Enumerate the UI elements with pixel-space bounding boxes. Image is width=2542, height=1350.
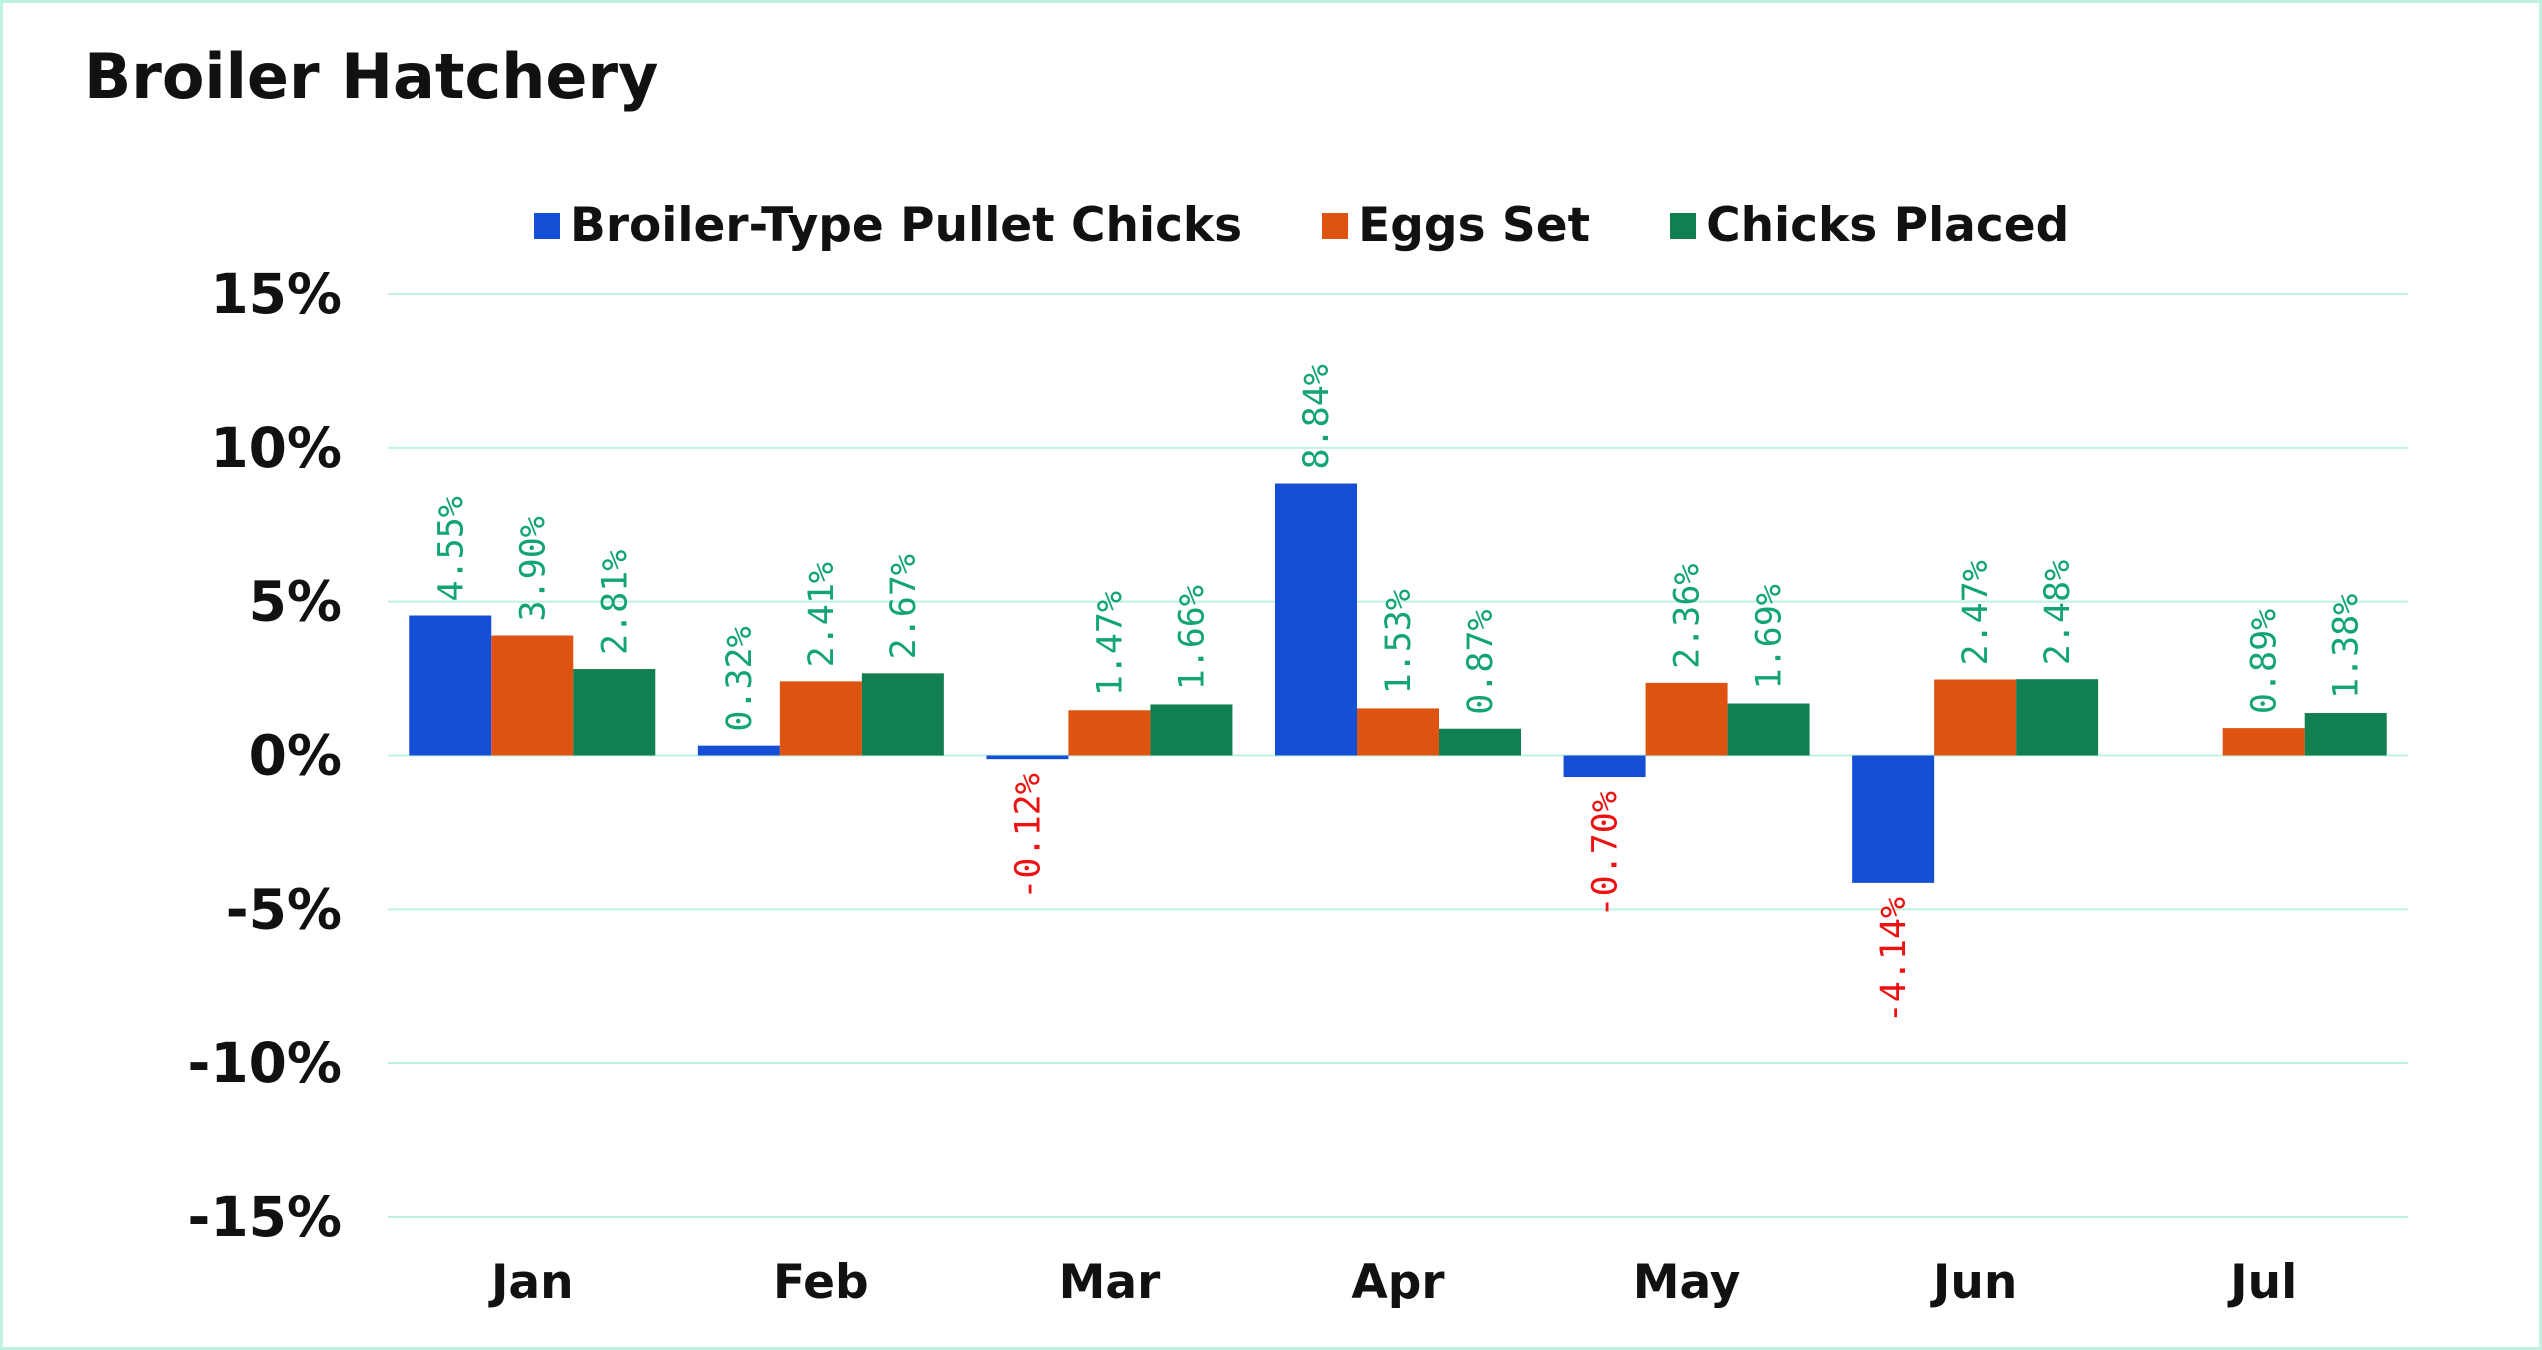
data-label: 2.47% — [1956, 560, 1996, 665]
legend-label-chicks-placed: Chicks Placed — [1706, 198, 2070, 253]
x-tick-label: Feb — [773, 1255, 869, 1310]
data-label: 1.47% — [1090, 591, 1130, 696]
legend: Broiler-Type Pullet Chicks Eggs Set Chic… — [534, 198, 2069, 253]
data-label: 3.90% — [513, 516, 553, 621]
bar — [1563, 755, 1646, 778]
y-tick-label: -10% — [188, 1031, 342, 1095]
legend-swatch-eggs-set — [1322, 212, 1349, 239]
bar — [986, 755, 1069, 760]
data-label: 2.67% — [884, 554, 924, 659]
data-label: 2.48% — [2038, 560, 2078, 665]
bar — [861, 673, 944, 756]
chart-title: Broiler Hatchery — [84, 40, 659, 113]
y-tick-label: -5% — [226, 877, 342, 941]
bar — [1275, 483, 1357, 756]
y-tick-label: 5% — [249, 570, 342, 634]
bar — [1852, 755, 1935, 883]
legend-label-pullet-chicks: Broiler-Type Pullet Chicks — [570, 198, 1243, 253]
data-label: 0.87% — [1461, 609, 1501, 714]
bar — [1150, 704, 1233, 756]
bar — [779, 681, 862, 756]
bar — [1439, 728, 1521, 756]
bar — [1934, 679, 2017, 756]
data-label: 2.81% — [595, 550, 635, 655]
data-label: 0.89% — [2245, 609, 2285, 714]
data-label: 1.53% — [1379, 589, 1419, 694]
bar — [1727, 703, 1810, 756]
x-tick-label: Apr — [1351, 1255, 1445, 1310]
legend-item-pullet-chicks: Broiler-Type Pullet Chicks — [534, 198, 1242, 253]
data-label: 2.41% — [802, 562, 842, 667]
x-tick-label: May — [1633, 1255, 1741, 1310]
bar — [1645, 682, 1728, 756]
bar — [2016, 679, 2099, 756]
data-label: 2.36% — [1668, 564, 1708, 669]
x-tick-label: Jan — [488, 1255, 574, 1310]
bar — [697, 745, 780, 756]
legend-swatch-pullet-chicks — [534, 212, 560, 239]
x-tick-label: Jul — [2227, 1255, 2297, 1310]
data-label: 4.55% — [431, 496, 471, 601]
legend-swatch-chicks-placed — [1670, 212, 1697, 239]
data-label: 1.38% — [2327, 594, 2367, 699]
bar — [2222, 728, 2305, 756]
bar — [573, 669, 656, 756]
legend-item-chicks-placed: Chicks Placed — [1670, 198, 2069, 253]
bar — [2304, 713, 2387, 756]
data-label: 8.84% — [1297, 364, 1337, 469]
bar — [409, 615, 492, 756]
y-tick-label: 0% — [249, 724, 342, 788]
legend-item-eggs-set: Eggs Set — [1322, 198, 1590, 253]
y-tick-label: -15% — [188, 1185, 342, 1249]
data-label: -0.12% — [1008, 773, 1048, 899]
x-tick-label: Mar — [1059, 1255, 1161, 1310]
data-label: 1.66% — [1172, 585, 1212, 690]
y-tick-label: 15% — [210, 262, 342, 326]
data-label: 1.69% — [1750, 584, 1790, 689]
x-tick-label: Jun — [1930, 1255, 2017, 1310]
legend-label-eggs-set: Eggs Set — [1358, 198, 1591, 253]
data-label: 0.32% — [720, 626, 760, 731]
data-label: -4.14% — [1874, 897, 1914, 1023]
bar — [1068, 710, 1151, 756]
bar — [491, 635, 574, 756]
bar — [1357, 708, 1439, 756]
data-label: -0.70% — [1586, 791, 1626, 917]
y-tick-label: 10% — [210, 416, 342, 480]
